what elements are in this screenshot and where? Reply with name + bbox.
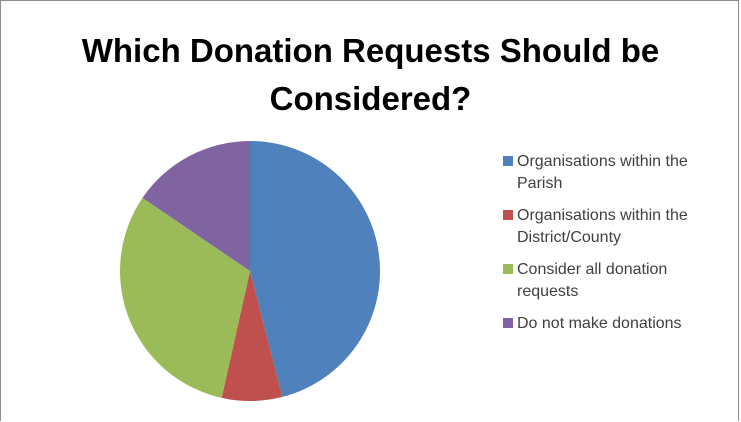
legend-item-parish: Organisations within the Parish [503, 151, 738, 195]
legend-label-district-line-1: Organisations within the [517, 207, 688, 224]
legend-label-consider-all-line-2: requests [517, 283, 579, 300]
legend-label-parish-line-1: Organisations within the [517, 153, 688, 170]
legend-swatch-no-donations [503, 318, 513, 328]
legend-label-district-line-2: District/County [517, 229, 622, 246]
legend-item-district: Organisations within the District/County [503, 205, 738, 249]
legend-item-no-donations: Do not make donations [503, 313, 738, 335]
legend-swatch-consider-all [503, 264, 513, 274]
legend-label-consider-all-line-1: Consider all donation [517, 261, 668, 278]
legend-swatch-district [503, 210, 513, 220]
legend-item-consider-all: Consider all donation requests [503, 259, 738, 303]
pie-slice-no-donations [142, 141, 250, 271]
chart-title-line-2: Considered? [269, 80, 472, 117]
legend-label-parish-line-2: Parish [517, 175, 563, 192]
legend-swatch-parish [503, 156, 513, 166]
chart-title-line-1: Which Donation Requests Should be [81, 32, 660, 69]
pie-slice-consider-all [120, 197, 250, 398]
legend: Organisations within the Parish Organisa… [503, 151, 738, 345]
pie-slice-district [221, 271, 283, 402]
legend-label-no-donations: Do not make donations [517, 315, 682, 332]
pie-slice-parish [250, 141, 381, 397]
chart-title: Which Donation Requests Should be Consid… [1, 27, 740, 123]
